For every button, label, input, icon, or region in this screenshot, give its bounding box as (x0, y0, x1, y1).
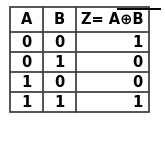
Text: 0: 0 (132, 75, 143, 90)
Text: 1: 1 (21, 95, 32, 110)
Text: 0: 0 (21, 55, 32, 70)
Text: 0: 0 (132, 55, 143, 70)
Text: B: B (54, 12, 65, 27)
Text: 0: 0 (21, 35, 32, 50)
Text: 1: 1 (54, 95, 65, 110)
Text: 0: 0 (54, 35, 65, 50)
Text: 0: 0 (54, 75, 65, 90)
Text: 1: 1 (132, 95, 143, 110)
Text: 1: 1 (54, 55, 65, 70)
Text: 1: 1 (21, 75, 32, 90)
Bar (10, 7, 149, 112)
Text: Z= A⊕B: Z= A⊕B (81, 12, 143, 27)
Text: A: A (21, 12, 32, 27)
Text: 1: 1 (132, 35, 143, 50)
